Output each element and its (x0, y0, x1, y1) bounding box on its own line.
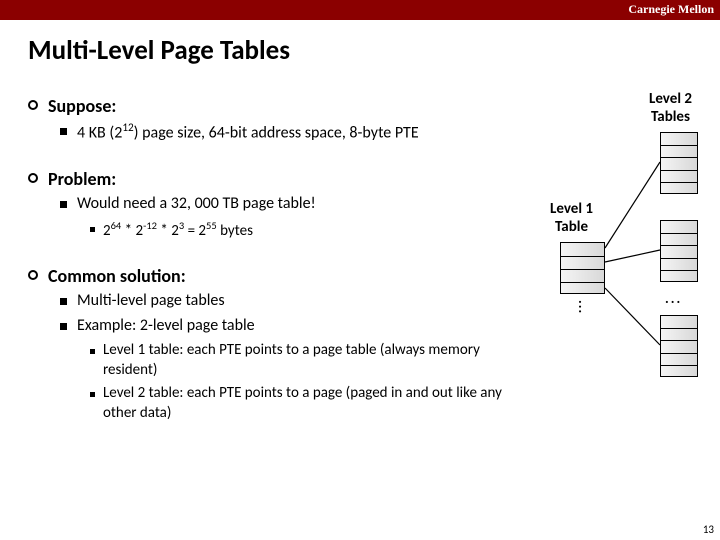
slide-title: Multi-Level Page Tables (28, 34, 720, 67)
hollow-circle-icon (28, 270, 38, 280)
small-square-icon (90, 349, 95, 354)
problem-heading: Problem: (28, 168, 508, 190)
solution-item-2: Example: 2-level page table (60, 316, 508, 337)
vertical-dots-icon: ... (575, 300, 592, 314)
suppose-heading: Suppose: (28, 95, 508, 117)
page-table-diagram: Level 2Tables Level 1Table ... ... (510, 90, 710, 390)
header-bar: Carnegie Mellon (0, 0, 720, 20)
level2-table-box-1 (660, 220, 698, 282)
square-bullet-icon (60, 128, 67, 135)
level2-table-box-2 (660, 315, 698, 377)
content-body: Suppose: 4 KB (212) page size, 64-bit ad… (28, 95, 508, 427)
square-bullet-icon (60, 201, 67, 208)
hollow-circle-icon (28, 173, 38, 183)
small-square-icon (90, 392, 95, 397)
square-bullet-icon (60, 298, 67, 305)
solution-item-1: Multi-level page tables (60, 291, 508, 312)
level2-table-box-0 (660, 132, 698, 194)
solution-sub-1: Level 1 table: each PTE points to a page… (90, 341, 508, 380)
solution-heading: Common solution: (28, 265, 508, 287)
brand-text: Carnegie Mellon (628, 2, 714, 17)
square-bullet-icon (60, 323, 67, 330)
hollow-circle-icon (28, 100, 38, 110)
page-number: 13 (703, 523, 714, 536)
horizontal-dots-icon: ... (665, 290, 682, 307)
suppose-item-1: 4 KB (212) page size, 64-bit address spa… (60, 121, 508, 144)
solution-sub-2: Level 2 table: each PTE points to a page… (90, 384, 508, 423)
level1-table-box (560, 242, 605, 294)
problem-sub-1: 264 * 2-12 * 23 = 255 bytes (90, 219, 508, 242)
problem-item-1: Would need a 32, 000 TB page table! (60, 194, 508, 215)
small-square-icon (90, 227, 95, 232)
